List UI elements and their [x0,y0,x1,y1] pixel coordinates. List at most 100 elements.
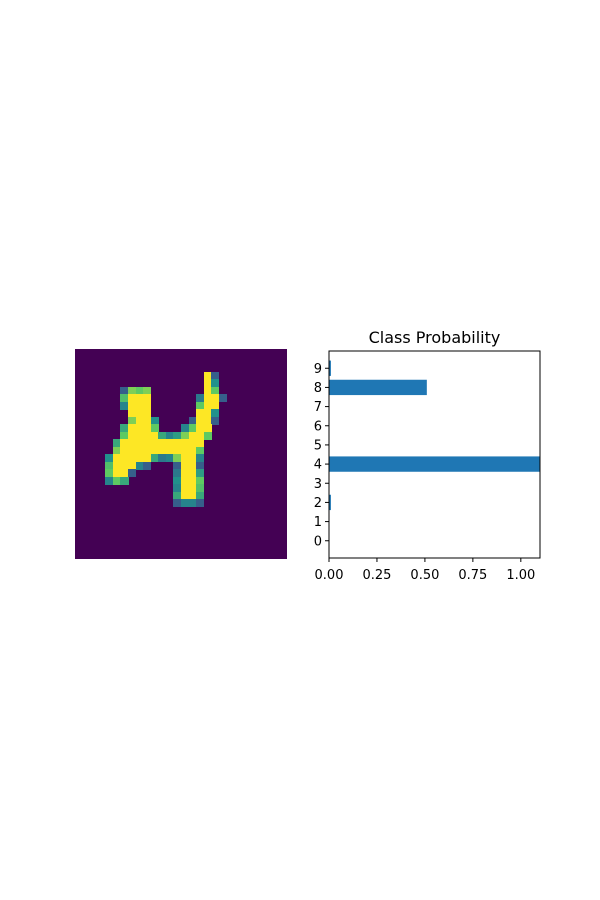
heatmap-cell [120,446,129,455]
y-tick-label: 7 [314,400,322,415]
heatmap-cell [143,439,152,448]
heatmap-cell [135,394,144,403]
heatmap-cell [135,439,144,448]
heatmap-cell [203,371,212,380]
heatmap-cell [188,454,197,463]
heatmap-cell [188,431,197,440]
bar-class-2 [329,494,331,511]
y-tick-label: 1 [314,515,322,530]
heatmap-cell [128,454,137,463]
heatmap-cell [128,416,137,425]
heatmap-cell [120,454,129,463]
heatmap-cell [181,461,190,470]
heatmap-cell [188,484,197,493]
heatmap-cell [150,439,159,448]
heatmap-cell [143,386,152,395]
heatmap-cell [173,454,182,463]
heatmap-cell [188,476,197,485]
heatmap-cell [188,499,197,508]
heatmap-cell [196,401,205,410]
heatmap-cell [128,394,137,403]
heatmap-cell [188,446,197,455]
x-tick-label: 0.75 [458,568,487,583]
heatmap-cell [203,409,212,418]
heatmap-cell [150,454,159,463]
heatmap-cell [188,461,197,470]
heatmap-cell [173,469,182,478]
heatmap-cell [135,386,144,395]
y-tick-label: 8 [314,381,322,396]
heatmap-cell [135,461,144,470]
heatmap-cell [211,386,220,395]
heatmap-cell [196,499,205,508]
heatmap-cell [158,454,167,463]
y-tick-label: 3 [314,477,322,492]
heatmap-cell [188,469,197,478]
heatmap-cell [158,446,167,455]
heatmap-cell [143,424,152,433]
heatmap-cell [181,446,190,455]
heatmap-cell [143,394,152,403]
heatmap-cell [120,424,129,433]
heatmap-cell [120,439,129,448]
heatmap-cell [112,446,121,455]
heatmap-cell [158,439,167,448]
heatmap-cell [196,469,205,478]
heatmap-cell [120,476,129,485]
heatmap-cell [165,446,174,455]
heatmap-cell [165,431,174,440]
heatmap-cell [143,431,152,440]
bar-class-9 [329,360,331,376]
heatmap-cell [143,461,152,470]
heatmap-cell [105,461,114,470]
heatmap-cell [112,461,121,470]
heatmap-cell [128,386,137,395]
heatmap-cell [128,401,137,410]
heatmap-cell [128,424,137,433]
x-tick-label: 0.00 [315,568,344,583]
heatmap-cell [143,409,152,418]
heatmap-cell [112,476,121,485]
heatmap-cell [181,469,190,478]
heatmap-cell [150,446,159,455]
heatmap-cell [165,454,174,463]
heatmap-cell [181,439,190,448]
heatmap-cell [105,454,114,463]
heatmap-cell [196,446,205,455]
heatmap-cell [211,371,220,380]
heatmap-cell [203,424,212,433]
heatmap-cell [211,379,220,388]
y-tick-label: 0 [314,534,322,549]
heatmap-cell [196,439,205,448]
plot-frame [328,350,541,559]
heatmap-cell [120,469,129,478]
heatmap-cell [135,424,144,433]
heatmap-cell [203,379,212,388]
heatmap-cell [196,431,205,440]
heatmap-cell [135,454,144,463]
y-tick-label: 9 [314,362,322,377]
heatmap-cell [203,401,212,410]
heatmap-cell [181,491,190,500]
heatmap-cell [128,439,137,448]
heatmap-cell [218,394,227,403]
heatmap-cell [135,416,144,425]
heatmap-cell [173,446,182,455]
heatmap-cell [150,431,159,440]
heatmap-cell [181,484,190,493]
heatmap-cell [105,469,114,478]
heatmap-cell [211,394,220,403]
heatmap-cell [143,401,152,410]
heatmap-cell [188,491,197,500]
heatmap-cell [203,431,212,440]
heatmap-cell [135,446,144,455]
heatmap-cell [128,431,137,440]
x-tick-label: 1.00 [506,568,535,583]
heatmap-cell [120,394,129,403]
y-tick-label: 4 [314,458,322,473]
heatmap-cell [150,424,159,433]
bar-class-4 [329,456,540,472]
x-tick-label: 0.50 [410,568,439,583]
